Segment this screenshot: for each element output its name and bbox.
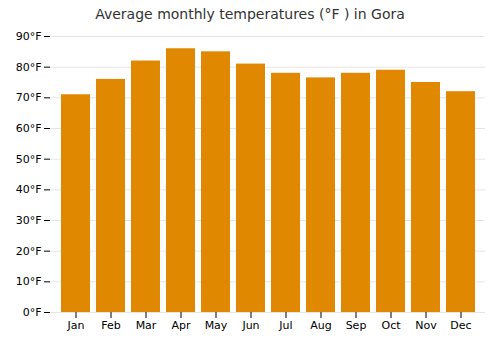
svg-text:20°F: 20°F (16, 245, 42, 258)
svg-text:70°F: 70°F (16, 91, 42, 104)
svg-text:Apr: Apr (171, 319, 191, 332)
html-text:Average monthly temperatures (: Average monthly temperatures (°F ) in Go… (95, 6, 405, 22)
svg-text:Feb: Feb (101, 319, 120, 332)
svg-text:90°F: 90°F (16, 30, 42, 43)
svg-text:10°F: 10°F (16, 275, 42, 288)
svg-text:Sep: Sep (346, 319, 367, 332)
svg-text:Mar: Mar (136, 319, 157, 332)
svg-text:Aug: Aug (310, 319, 331, 332)
svg-text:Jun: Jun (241, 319, 259, 332)
svg-text:Dec: Dec (450, 319, 471, 332)
svg-text:Nov: Nov (415, 319, 437, 332)
svg-text:Oct: Oct (381, 319, 401, 332)
svg-text:May: May (205, 319, 228, 332)
svg-text:60°F: 60°F (16, 122, 42, 135)
svg-text:30°F: 30°F (16, 214, 42, 227)
svg-text:0°F: 0°F (23, 306, 42, 319)
svg-text:40°F: 40°F (16, 183, 42, 196)
svg-text:80°F: 80°F (16, 61, 42, 74)
svg-text:Jan: Jan (67, 319, 85, 332)
svg-text:50°F: 50°F (16, 153, 42, 166)
svg-text:Jul: Jul (278, 319, 292, 332)
